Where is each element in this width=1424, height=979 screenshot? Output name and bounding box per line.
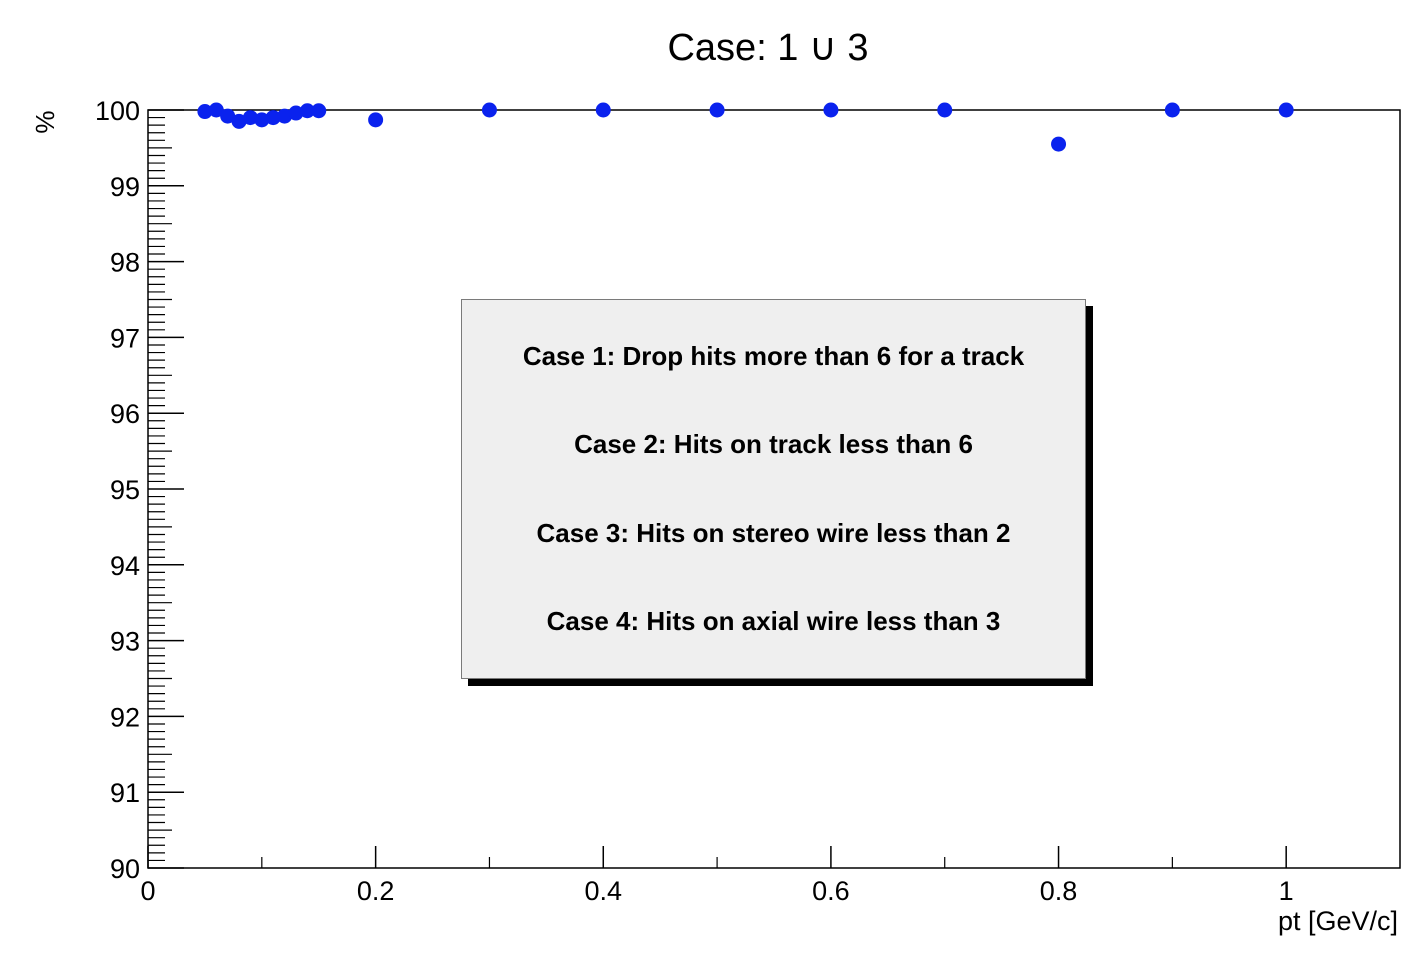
legend-line-case-2: Case 2: Hits on track less than 6 <box>574 429 973 460</box>
x-tick-label: 0.4 <box>584 876 622 906</box>
x-tick-label: 0.6 <box>812 876 850 906</box>
x-tick-label: 0.2 <box>357 876 395 906</box>
data-point <box>277 108 293 124</box>
data-point <box>709 102 725 118</box>
data-point <box>1164 102 1180 118</box>
x-tick-label: 0 <box>140 876 155 906</box>
data-point <box>299 103 315 119</box>
y-tick-label: 99 <box>110 172 140 202</box>
y-tick-label: 95 <box>110 475 140 505</box>
data-point <box>288 105 304 121</box>
data-point <box>937 102 953 118</box>
data-point <box>254 112 270 128</box>
y-tick-label: 93 <box>110 627 140 657</box>
y-tick-label: 98 <box>110 248 140 278</box>
data-point <box>1278 102 1294 118</box>
data-points <box>197 102 1294 152</box>
legend-line-case-4: Case 4: Hits on axial wire less than 3 <box>546 606 1001 637</box>
legend-line-case-1: Case 1: Drop hits more than 6 for a trac… <box>522 340 1025 371</box>
data-point <box>231 113 247 129</box>
axes: 90 91 92 93 94 95 96 97 98 99 100 0 0.2 0.4 0.6 0.8 1 <box>95 96 1294 906</box>
data-point <box>208 102 224 118</box>
data-point <box>368 112 384 128</box>
y-tick-label: 92 <box>110 702 140 732</box>
data-point <box>481 102 497 118</box>
data-point <box>311 103 327 119</box>
x-tick-label: 1 <box>1279 876 1294 906</box>
data-point <box>1051 136 1067 152</box>
data-point <box>595 102 611 118</box>
y-tick-label: 91 <box>110 778 140 808</box>
data-point <box>265 110 281 126</box>
data-point <box>823 102 839 118</box>
data-point <box>197 104 213 120</box>
chart-title: Case: 1 ∪ 3 <box>667 27 868 69</box>
y-tick-label: 94 <box>110 551 140 581</box>
x-tick-label: 0.8 <box>1040 876 1078 906</box>
data-point <box>220 108 236 124</box>
y-tick-label: 90 <box>110 854 140 884</box>
y-tick-label: 97 <box>110 323 140 353</box>
y-tick-label: 96 <box>110 399 140 429</box>
y-tick-label: 100 <box>95 96 140 126</box>
data-point <box>242 110 258 126</box>
legend-line-case-3: Case 3: Hits on stereo wire less than 2 <box>536 517 1011 548</box>
y-axis-label: % <box>30 110 60 133</box>
x-axis-label: pt [GeV/c] <box>1278 906 1398 936</box>
legend-box: Case 1: Drop hits more than 6 for a trac… <box>461 299 1086 679</box>
